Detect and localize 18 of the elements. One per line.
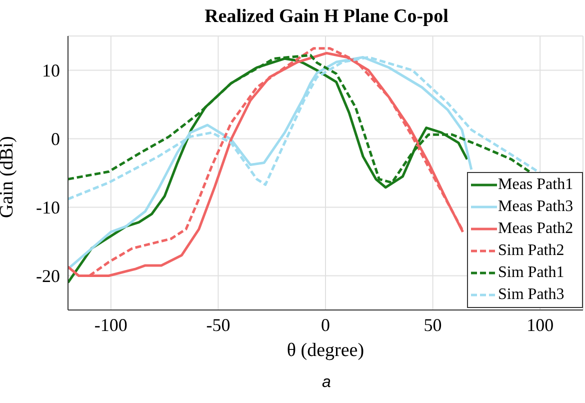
text: a <box>321 374 332 392</box>
x-tick-label: -50 <box>206 314 230 335</box>
y-tick-label: 0 <box>51 129 60 150</box>
legend-label: Sim Path1 <box>498 263 564 283</box>
y-tick-label: 10 <box>42 60 60 81</box>
legend-label: Sim Path3 <box>498 285 564 305</box>
x-tick-label: 50 <box>424 314 442 335</box>
chart-title: Realized Gain H Plane Co-pol <box>204 6 450 28</box>
x-tick-label: 0 <box>321 314 330 335</box>
legend-label: Meas Path3 <box>498 197 574 217</box>
x-tick-label: 100 <box>526 314 554 335</box>
y-tick-label: -10 <box>36 198 60 218</box>
y-tick-label: -20 <box>36 266 60 286</box>
legend-label: Meas Path1 <box>498 175 574 195</box>
legend-label: Meas Path2 <box>498 219 574 239</box>
x-axis-title: θ (degree) <box>286 340 364 361</box>
legend-label: Sim Path2 <box>498 241 564 261</box>
x-tick-label: -100 <box>94 314 128 335</box>
